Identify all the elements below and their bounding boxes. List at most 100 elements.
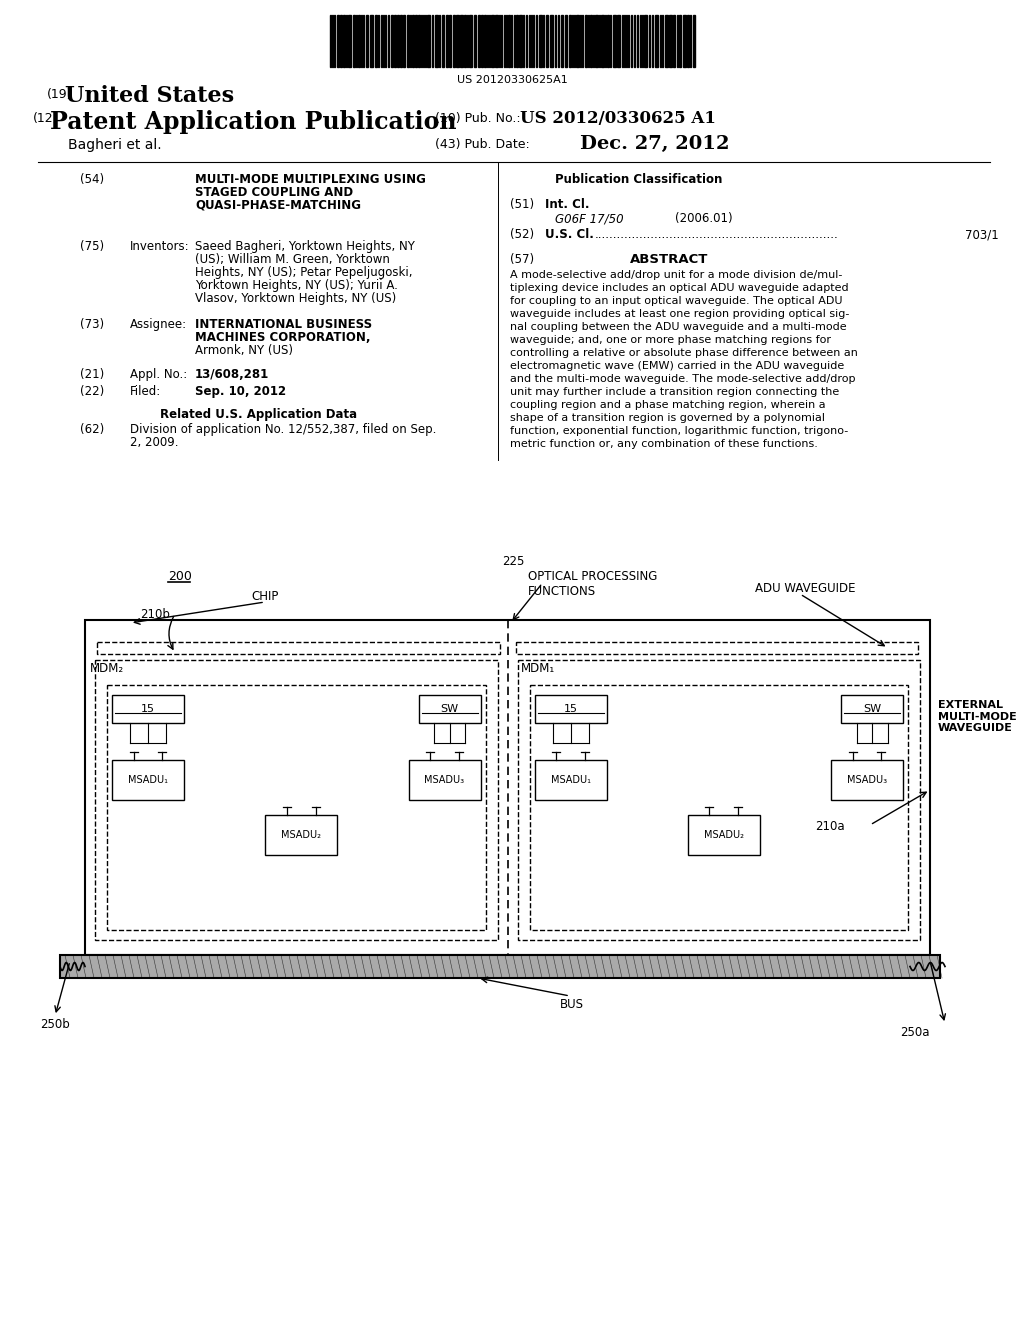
Bar [400, 15, 402, 67]
Text: 250b: 250b [40, 1018, 70, 1031]
Bar [366, 15, 368, 67]
Text: U.S. Cl.: U.S. Cl. [545, 228, 594, 242]
Text: MSADU₁: MSADU₁ [551, 775, 591, 785]
Bar [85, 620, 930, 954]
Text: (12): (12) [33, 112, 58, 125]
Bar [453, 15, 455, 67]
Text: Filed:: Filed: [130, 385, 161, 399]
Text: SW: SW [863, 704, 881, 714]
Bar [449, 15, 451, 67]
Text: function, exponential function, logarithmic function, trigono-: function, exponential function, logarith… [510, 426, 848, 436]
Text: EXTERNAL
MULTI-MODE
WAVEGUIDE: EXTERNAL MULTI-MODE WAVEGUIDE [938, 700, 1017, 733]
Bar [265, 814, 337, 855]
Text: controlling a relative or absolute phase difference between an: controlling a relative or absolute phase… [510, 348, 858, 358]
Text: 15: 15 [563, 704, 578, 714]
Bar [683, 15, 686, 67]
Bar [655, 15, 658, 67]
Text: (2006.01): (2006.01) [675, 213, 732, 224]
Text: MACHINES CORPORATION,: MACHINES CORPORATION, [195, 331, 371, 345]
Text: ADU WAVEGUIDE: ADU WAVEGUIDE [755, 582, 855, 595]
Bar [515, 642, 918, 653]
Bar [490, 15, 494, 67]
Text: 703/1: 703/1 [965, 228, 998, 242]
Text: OPTICAL PROCESSING
FUNCTIONS: OPTICAL PROCESSING FUNCTIONS [527, 570, 656, 598]
Text: tiplexing device includes an optical ADU waveguide adapted: tiplexing device includes an optical ADU… [510, 282, 849, 293]
Text: 2, 2009.: 2, 2009. [130, 436, 178, 449]
Bar [412, 15, 414, 67]
Text: (US); William M. Green, Yorktown: (US); William M. Green, Yorktown [195, 253, 390, 267]
Bar [464, 15, 466, 67]
Bar [469, 15, 472, 67]
Text: CHIP: CHIP [251, 590, 279, 603]
Bar [585, 15, 587, 67]
Bar [517, 660, 920, 940]
Text: Inventors:: Inventors: [130, 240, 189, 253]
Text: 250a: 250a [900, 1026, 930, 1039]
Text: and the multi-mode waveguide. The mode-selective add/drop: and the multi-mode waveguide. The mode-s… [510, 374, 855, 384]
Text: BUS: BUS [560, 998, 584, 1011]
Text: electromagnetic wave (EMW) carried in the ADU waveguide: electromagnetic wave (EMW) carried in th… [510, 360, 844, 371]
Text: MSADU₃: MSADU₃ [424, 775, 465, 785]
Bar [841, 696, 903, 723]
Text: 210a: 210a [815, 820, 845, 833]
Text: STAGED COUPLING AND: STAGED COUPLING AND [195, 186, 353, 199]
Text: (22): (22) [80, 385, 104, 399]
Text: 210b: 210b [140, 609, 170, 620]
Bar [831, 760, 903, 800]
Bar [590, 15, 592, 67]
Text: Publication Classification: Publication Classification [555, 173, 722, 186]
Bar [418, 15, 420, 67]
Text: United States: United States [65, 84, 234, 107]
Bar [613, 15, 616, 67]
Text: Related U.S. Application Data: Related U.S. Application Data [160, 408, 357, 421]
Text: MSADU₁: MSADU₁ [128, 775, 168, 785]
Bar [607, 15, 609, 67]
Text: Division of application No. 12/552,387, filed on Sep.: Division of application No. 12/552,387, … [130, 422, 436, 436]
Bar [442, 15, 444, 67]
Text: Assignee:: Assignee: [130, 318, 187, 331]
Text: ABSTRACT: ABSTRACT [630, 253, 709, 267]
Text: US 2012/0330625 A1: US 2012/0330625 A1 [520, 110, 716, 127]
Bar [394, 15, 396, 67]
Bar [446, 15, 449, 67]
Bar [546, 15, 548, 67]
Text: MSADU₃: MSADU₃ [847, 775, 887, 785]
Bar [358, 15, 360, 67]
Text: 225: 225 [503, 554, 525, 568]
Text: SW: SW [440, 704, 459, 714]
Text: unit may further include a transition region connecting the: unit may further include a transition re… [510, 387, 840, 397]
Text: (43) Pub. Date:: (43) Pub. Date: [435, 139, 529, 150]
Text: for coupling to an input optical waveguide. The optical ADU: for coupling to an input optical wavegui… [510, 296, 843, 306]
Bar [595, 15, 598, 67]
Bar [112, 760, 184, 800]
Bar [340, 15, 342, 67]
Bar [348, 15, 351, 67]
Text: MDM₁: MDM₁ [520, 663, 555, 675]
Text: US 20120330625A1: US 20120330625A1 [457, 75, 568, 84]
Text: (62): (62) [80, 422, 104, 436]
Text: nal coupling between the ADU waveguide and a multi-mode: nal coupling between the ADU waveguide a… [510, 322, 847, 333]
Text: INTERNATIONAL BUSINESS: INTERNATIONAL BUSINESS [195, 318, 372, 331]
Bar [370, 15, 373, 67]
Bar [673, 15, 675, 67]
Bar [97, 642, 500, 653]
Text: (52): (52) [510, 228, 535, 242]
Bar [474, 15, 476, 67]
Bar [688, 814, 760, 855]
Bar [687, 15, 689, 67]
Bar [535, 760, 606, 800]
Bar [484, 15, 486, 67]
Bar [375, 15, 377, 67]
Text: (51): (51) [510, 198, 535, 211]
Text: Yorktown Heights, NY (US); Yurii A.: Yorktown Heights, NY (US); Yurii A. [195, 279, 398, 292]
Bar [516, 15, 518, 67]
Text: MULTI-MODE MULTIPLEXING USING: MULTI-MODE MULTIPLEXING USING [195, 173, 426, 186]
Bar [337, 15, 339, 67]
Bar [495, 15, 498, 67]
Text: (21): (21) [80, 368, 104, 381]
Bar [343, 15, 345, 67]
Bar [478, 15, 480, 67]
Bar [419, 696, 480, 723]
Text: Bagheri et al.: Bagheri et al. [68, 139, 162, 152]
Bar [679, 15, 681, 67]
